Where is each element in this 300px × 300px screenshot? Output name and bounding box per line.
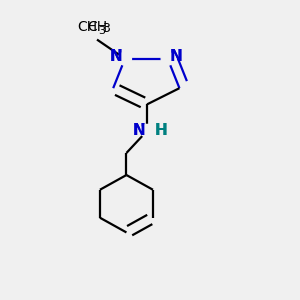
Text: N: N	[133, 123, 146, 138]
Text: 3: 3	[102, 22, 110, 35]
Circle shape	[161, 52, 174, 65]
Text: CH: CH	[87, 20, 107, 34]
Text: 3: 3	[98, 26, 105, 36]
Text: H: H	[154, 123, 167, 138]
Text: H: H	[154, 123, 167, 138]
Text: CH: CH	[77, 20, 97, 34]
Circle shape	[141, 124, 154, 137]
Circle shape	[118, 52, 131, 65]
Text: N: N	[110, 50, 123, 64]
Text: N: N	[133, 123, 146, 138]
Text: N: N	[170, 50, 183, 64]
Text: N: N	[110, 50, 123, 64]
Text: N: N	[170, 50, 183, 64]
